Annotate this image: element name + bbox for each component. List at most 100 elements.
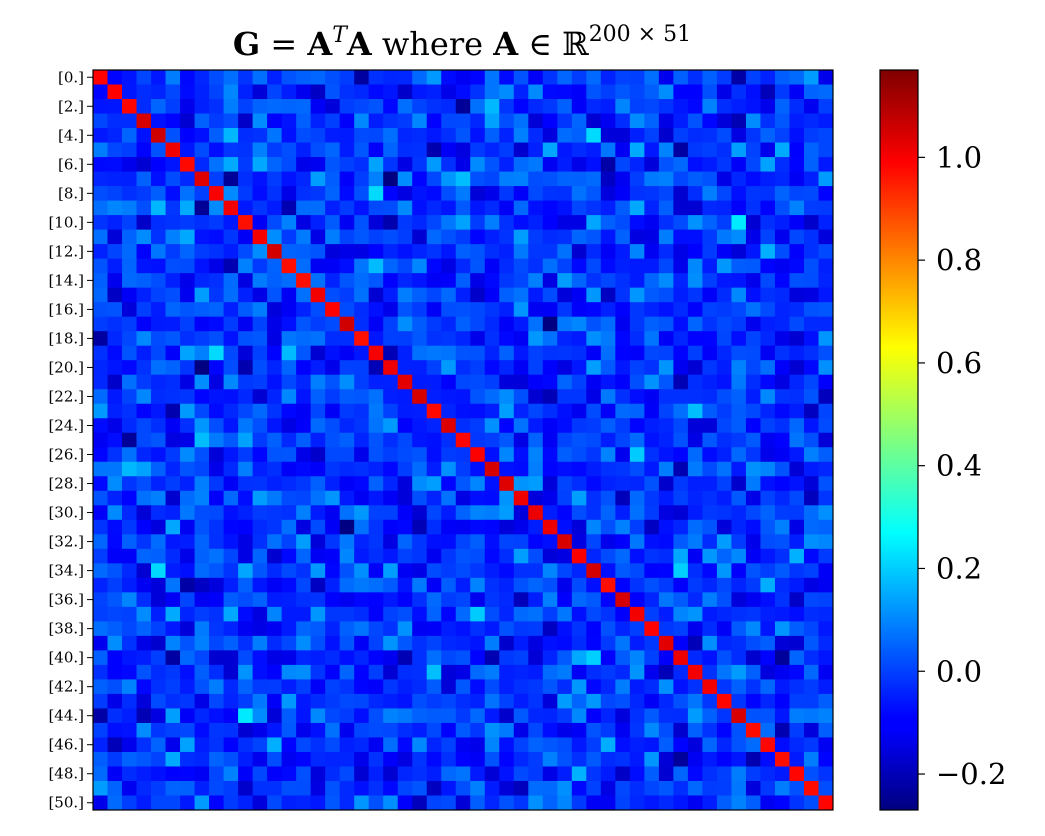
heatmap-cell	[296, 128, 312, 143]
heatmap-cell	[658, 447, 674, 463]
heatmap-cell	[615, 302, 631, 318]
heatmap-cell	[397, 273, 413, 289]
heatmap-cell	[223, 751, 239, 767]
heatmap-cell	[426, 273, 442, 289]
heatmap-cell	[252, 244, 268, 260]
heatmap-cell	[789, 273, 805, 289]
heatmap-cell	[296, 273, 312, 289]
heatmap-cell	[658, 128, 674, 143]
heatmap-cell	[339, 708, 355, 724]
heatmap-cell	[426, 157, 442, 172]
heatmap-cell	[484, 635, 500, 651]
heatmap-cell	[122, 780, 137, 796]
heatmap-cell	[122, 447, 137, 463]
heatmap-cell	[702, 737, 718, 753]
heatmap-cell	[368, 171, 384, 187]
heatmap-cell	[789, 505, 805, 521]
heatmap-cell	[760, 722, 776, 738]
heatmap-cell	[252, 99, 268, 114]
heatmap-cell	[281, 751, 297, 767]
heatmap-cell	[484, 374, 500, 390]
heatmap-cell	[528, 215, 544, 231]
heatmap-cell	[136, 360, 152, 376]
heatmap-cell	[803, 664, 819, 680]
heatmap-cell	[542, 737, 558, 753]
heatmap-cell	[325, 708, 341, 724]
heatmap-cell	[789, 244, 805, 260]
heatmap-cell	[281, 606, 297, 622]
heatmap-cell	[441, 737, 457, 753]
heatmap-cell	[760, 157, 776, 172]
heatmap-cell	[658, 287, 674, 303]
heatmap-cell	[629, 795, 645, 811]
heatmap-cell	[803, 374, 819, 390]
heatmap-cell	[760, 548, 776, 564]
heatmap-cell	[296, 476, 312, 492]
heatmap-cell	[194, 432, 210, 448]
heatmap-cell	[673, 664, 689, 680]
heatmap-cell	[513, 200, 529, 216]
heatmap-cell	[774, 577, 790, 593]
heatmap-cell	[586, 374, 602, 390]
heatmap-cell	[223, 519, 239, 535]
heatmap-cell	[731, 766, 747, 782]
heatmap-cell	[658, 84, 674, 100]
heatmap-cell	[542, 461, 558, 477]
heatmap-cell	[470, 650, 486, 666]
heatmap-cell	[441, 200, 457, 216]
heatmap-cell	[296, 722, 312, 738]
heatmap-cell	[122, 171, 137, 187]
heatmap-cell	[151, 70, 166, 85]
heatmap-cell	[702, 679, 718, 695]
heatmap-cell	[252, 418, 268, 434]
heatmap-cell	[499, 331, 515, 347]
heatmap-cell	[818, 316, 834, 332]
heatmap-cell	[774, 780, 790, 796]
heatmap-cell	[412, 548, 428, 564]
heatmap-cell	[774, 200, 790, 216]
heatmap-cell	[252, 215, 268, 231]
heatmap-cell	[426, 737, 442, 753]
heatmap-cell	[687, 360, 703, 376]
heatmap-cell	[122, 403, 137, 419]
heatmap-cell	[107, 229, 123, 245]
heatmap-cell	[412, 389, 428, 405]
heatmap-cell	[542, 519, 558, 535]
heatmap-cell	[107, 215, 123, 231]
heatmap-cell	[484, 519, 500, 535]
heatmap-cell	[687, 99, 703, 114]
heatmap-cell	[165, 84, 181, 100]
heatmap-cell	[238, 795, 254, 811]
heatmap-cell	[716, 157, 732, 172]
heatmap-cell	[702, 490, 718, 506]
heatmap-cell	[93, 708, 108, 724]
heatmap-cell	[194, 722, 210, 738]
heatmap-cell	[702, 128, 718, 143]
heatmap-cell	[368, 432, 384, 448]
heatmap-cell	[789, 360, 805, 376]
heatmap-cell	[760, 693, 776, 709]
heatmap-cell	[673, 476, 689, 492]
heatmap-cell	[325, 287, 341, 303]
heatmap-cell	[673, 534, 689, 550]
heatmap-cell	[151, 157, 166, 172]
heatmap-cell	[513, 99, 529, 114]
y-tick-label: [22.]	[48, 387, 84, 405]
heatmap-cell	[107, 244, 123, 260]
heatmap-cell	[644, 244, 660, 260]
heatmap-cell	[528, 316, 544, 332]
heatmap-cell	[368, 635, 384, 651]
heatmap-cell	[339, 229, 355, 245]
heatmap-cell	[774, 331, 790, 347]
heatmap-cell	[745, 548, 761, 564]
heatmap-cell	[644, 766, 660, 782]
heatmap-cell	[557, 650, 573, 666]
heatmap-cell	[209, 229, 224, 245]
heatmap-cell	[673, 621, 689, 637]
heatmap-cell	[499, 635, 515, 651]
heatmap-cell	[586, 563, 602, 579]
heatmap-cell	[441, 577, 457, 593]
heatmap-cell	[412, 70, 428, 85]
heatmap-cell	[441, 490, 457, 506]
heatmap-cell	[165, 186, 181, 201]
